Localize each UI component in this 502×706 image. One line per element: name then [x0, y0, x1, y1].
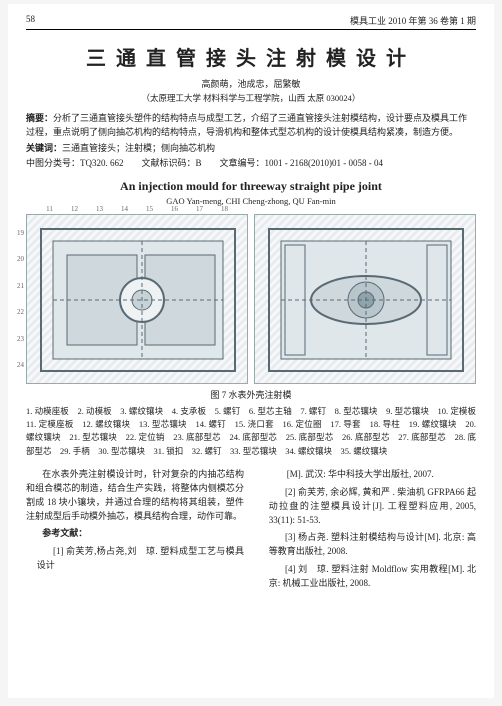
keywords-text: 三通直管接头；注射模；侧向抽芯机构 — [62, 143, 215, 153]
column-left: 在水表外壳注射模设计时，针对复杂的内抽芯结构和组合模芯的制造，结合生产实践，将整… — [26, 468, 244, 596]
page-number: 58 — [26, 14, 35, 27]
reference-item: [M]. 武汉: 华中科技大学出版社, 2007. — [258, 468, 476, 482]
title-english: An injection mould for threeway straight… — [26, 179, 476, 194]
journal-issue: 模具工业 2010 年第 36 卷第 1 期 — [350, 14, 476, 27]
reference-item: [3] 杨占尧. 塑料注射模结构与设计[M]. 北京: 高等教育出版社, 200… — [258, 531, 476, 559]
figure-row: 11 12 13 14 15 16 17 18 19 20 21 22 23 2… — [26, 214, 476, 384]
body-paragraph: 在水表外壳注射模设计时，针对复杂的内抽芯结构和组合模芯的制造，结合生产实践，将整… — [26, 468, 244, 524]
abstract: 摘要：分析了三通直管接头塑件的结构特点与成型工艺，介绍了三通直管接头注射模结构，… — [26, 112, 476, 139]
figure-left: 11 12 13 14 15 16 17 18 19 20 21 22 23 2… — [26, 214, 248, 384]
figure-top-labels: 11 12 13 14 15 16 17 18 — [37, 205, 237, 213]
mould-drawing-left-icon — [27, 215, 249, 385]
figure-caption: 图 7 水表外壳注射模 — [26, 388, 476, 401]
references-header: 参考文献： — [26, 527, 244, 541]
body-columns: 在水表外壳注射模设计时，针对复杂的内抽芯结构和组合模芯的制造，结合生产实践，将整… — [26, 468, 476, 596]
keywords-label: 关键词： — [26, 143, 62, 153]
reference-item: [2] 俞芙芳, 余必辉, 黄和严 . 柴油机 GFRPA66 起动拉盘的注塑模… — [258, 486, 476, 528]
figure-side-labels: 19 20 21 22 23 24 — [17, 229, 24, 369]
figure-right — [254, 214, 476, 384]
affiliation: （太原理工大学 材料科学与工程学院，山西 太原 030024） — [26, 92, 476, 104]
authors-chinese: 高颜萌，池成忠，屈繁敏 — [26, 77, 476, 90]
reference-item: [4] 刘 琼. 塑料注射 Moldflow 实用教程[M]. 北京: 机械工业… — [258, 563, 476, 591]
classification-line: 中图分类号：TQ320. 662 文献标识码：B 文章编号：1001 - 216… — [26, 156, 476, 169]
figure-parts-list: 1. 动模座板 2. 动模板 3. 螺纹镶块 4. 支承板 5. 螺钉 6. 型… — [26, 405, 476, 458]
keywords: 关键词：三通直管接头；注射模；侧向抽芯机构 — [26, 141, 476, 154]
column-right: [M]. 武汉: 华中科技大学出版社, 2007. [2] 俞芙芳, 余必辉, … — [258, 468, 476, 596]
abstract-text: 分析了三通直管接头塑件的结构特点与成型工艺，介绍了三通直管接头注射模结构，设计要… — [26, 113, 467, 137]
mould-drawing-right-icon — [255, 215, 477, 385]
title-chinese: 三通直管接头注射模设计 — [26, 42, 476, 71]
running-header: 58 模具工业 2010 年第 36 卷第 1 期 — [26, 14, 476, 30]
page: 58 模具工业 2010 年第 36 卷第 1 期 三通直管接头注射模设计 高颜… — [8, 4, 494, 698]
reference-item: [1] 俞芙芳,杨占尧,刘 琼. 塑料成型工艺与模具设计 — [26, 545, 244, 573]
abstract-label: 摘要： — [26, 113, 53, 123]
